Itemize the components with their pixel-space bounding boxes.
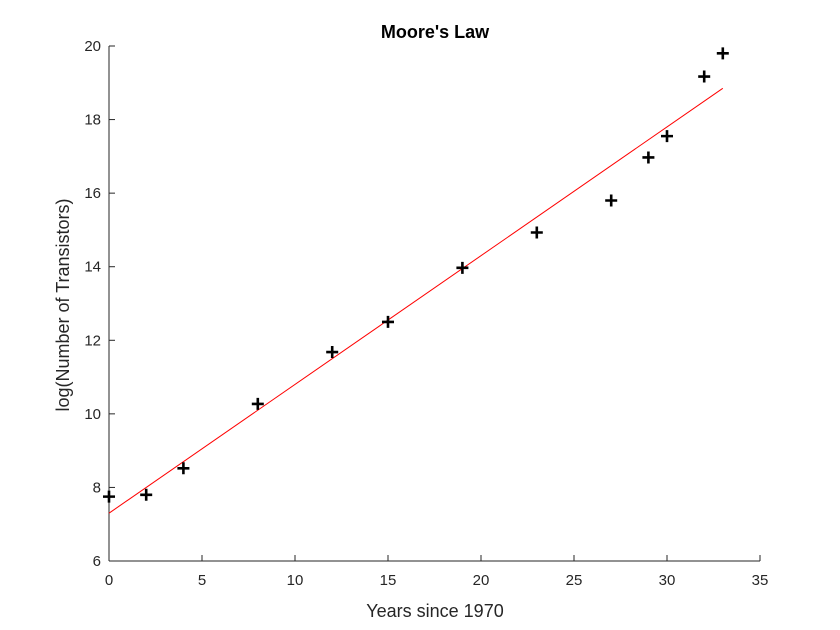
data-point-marker [530, 226, 543, 239]
x-tick-label: 30 [659, 572, 676, 589]
y-tick-label: 14 [84, 259, 101, 276]
y-tick-label: 16 [84, 185, 101, 202]
x-tick-label: 20 [473, 572, 490, 589]
y-tick-label: 18 [84, 112, 101, 129]
data-point-marker [382, 315, 394, 328]
data-point-marker [698, 70, 711, 83]
data-point-marker [456, 261, 469, 274]
data-point-marker [716, 47, 729, 60]
x-tick-label: 5 [198, 572, 206, 589]
data-point-marker [642, 151, 655, 164]
data-point-marker [326, 346, 339, 359]
plot-area: 0 5 10 15 20 25 30 35 6 8 10 12 14 16 18 20 [84, 38, 768, 589]
chart-title: Moore's Law [381, 22, 490, 42]
y-tick-label: 8 [93, 479, 101, 496]
x-axis-title: Years since 1970 [366, 601, 503, 621]
x-tick-label: 0 [105, 572, 113, 589]
y-tick-label: 10 [84, 406, 101, 423]
x-tick-label: 15 [380, 572, 397, 589]
x-tick-label: 10 [287, 572, 304, 589]
data-point-marker [251, 397, 264, 410]
data-point-marker [661, 130, 673, 143]
x-tick-label: 35 [752, 572, 769, 589]
x-tick-label: 25 [566, 572, 583, 589]
y-tick-label: 12 [84, 332, 101, 349]
y-tick-label: 6 [93, 553, 101, 570]
data-point-marker [103, 490, 115, 503]
y-axis-title: log(Number of Transistors) [53, 198, 73, 411]
data-point-marker [605, 194, 618, 207]
y-tick-label: 20 [84, 38, 101, 55]
fit-line [108, 87, 724, 514]
data-point-marker [140, 488, 153, 501]
data-point-marker [177, 462, 190, 475]
